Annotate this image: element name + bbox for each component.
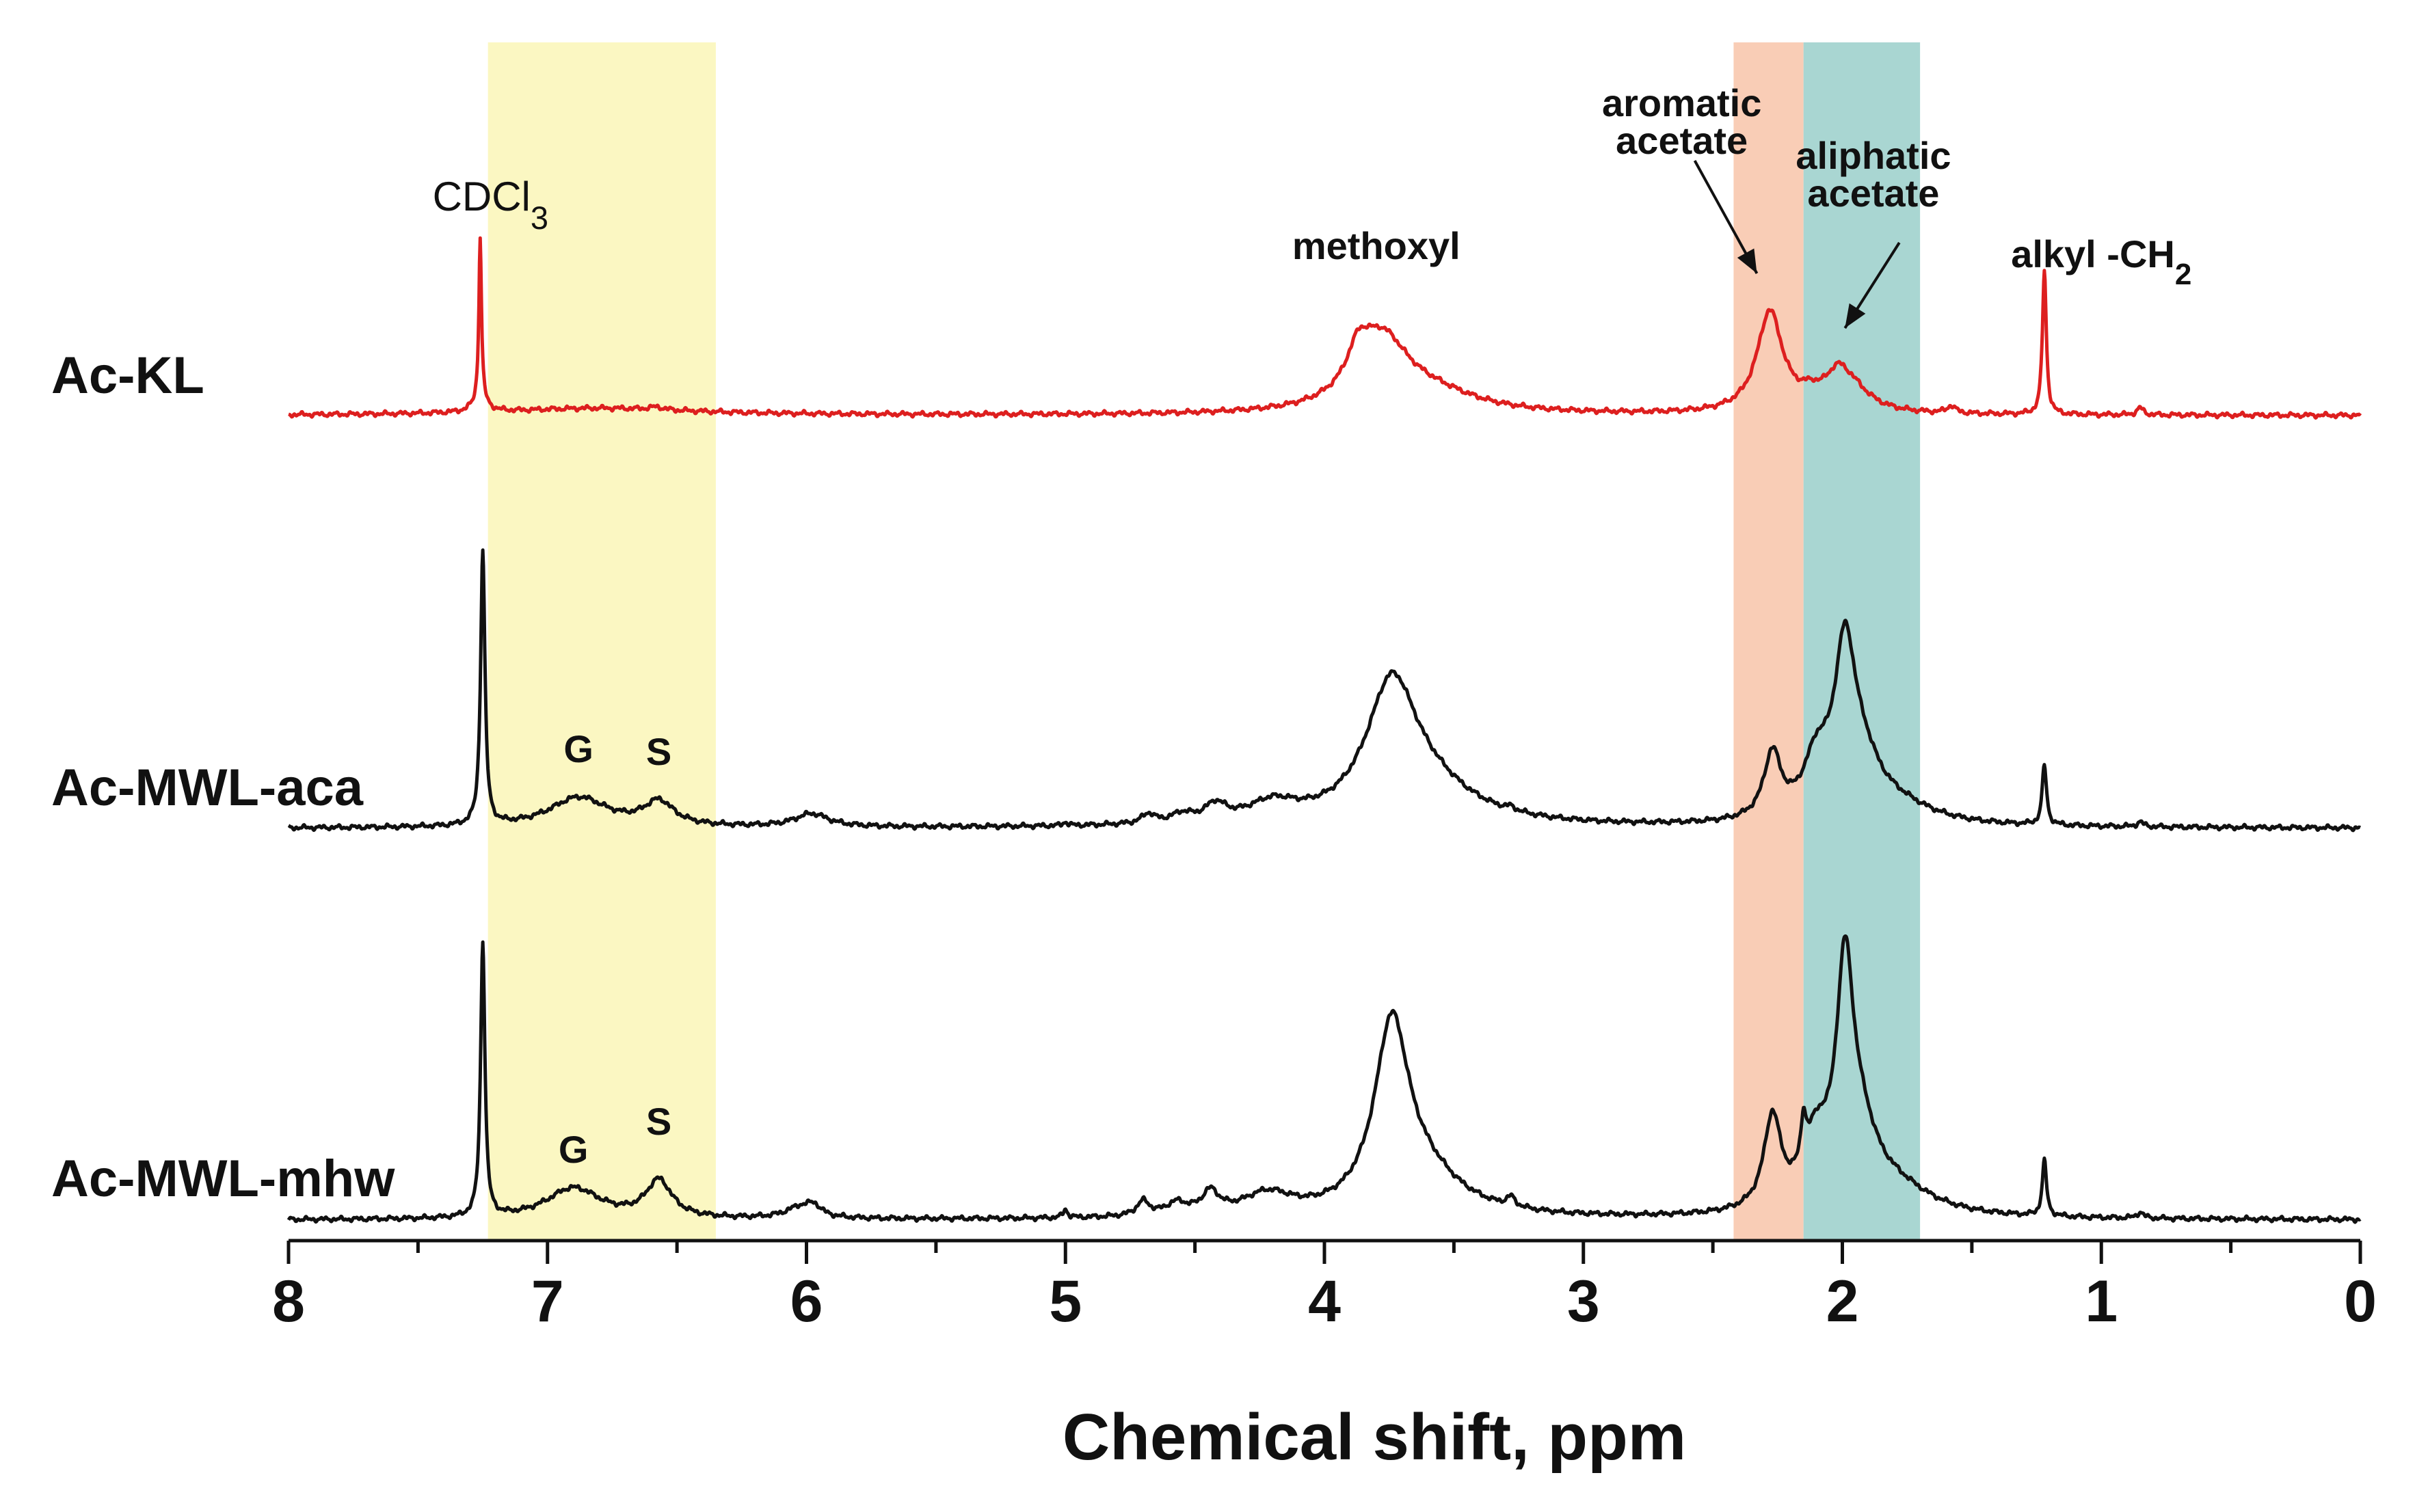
trace-ac-kl bbox=[287, 236, 2362, 420]
annotation-s-aca: S bbox=[646, 730, 671, 773]
series-label: Ac-KL bbox=[51, 347, 204, 405]
annotation-s-mhw: S bbox=[646, 1100, 671, 1143]
series-label: Ac-MWL-mhw bbox=[51, 1150, 395, 1208]
series-label: Ac-MWL-aca bbox=[51, 759, 364, 817]
x-tick-label: 6 bbox=[790, 1269, 823, 1334]
annotation-g-aca: G bbox=[563, 727, 593, 770]
spectra-traces bbox=[286, 236, 2362, 1224]
aromatic-region bbox=[488, 42, 716, 1241]
trace-ac-mwl-mhw bbox=[286, 934, 2362, 1224]
x-tick-label: 4 bbox=[1308, 1269, 1341, 1334]
series-labels: Ac-KL Ac-MWL-aca Ac-MWL-mhw bbox=[51, 347, 395, 1208]
arrow-aromatic-acetate bbox=[1693, 160, 1759, 274]
x-tick-label: 5 bbox=[1049, 1269, 1082, 1334]
arrow-aliphatic-acetate bbox=[1843, 241, 1901, 329]
x-tick-label: 2 bbox=[1826, 1269, 1859, 1334]
x-axis-title: Chemical shift, ppm bbox=[1063, 1401, 1686, 1474]
aromatic-acetate-region bbox=[1733, 42, 1804, 1241]
annotation-methoxyl: methoxyl bbox=[1292, 224, 1460, 267]
x-tick-label: 3 bbox=[1567, 1269, 1600, 1334]
annotation-aliphatic-acetate-1: aliphatic bbox=[1796, 134, 1951, 177]
aliphatic-acetate-region bbox=[1803, 42, 1921, 1241]
x-tick-label: 1 bbox=[2085, 1269, 2118, 1334]
x-tick-label: 7 bbox=[531, 1269, 564, 1334]
x-tick-label: 8 bbox=[272, 1269, 305, 1334]
x-axis: 8 7 6 5 4 3 2 1 0 bbox=[272, 1239, 2377, 1334]
highlight-regions bbox=[488, 42, 1921, 1241]
annotation-aromatic-acetate-2: acetate bbox=[1616, 119, 1748, 162]
trace-ac-mwl-aca bbox=[287, 548, 2362, 833]
annotation-g-mhw: G bbox=[559, 1128, 589, 1171]
annotation-aliphatic-acetate-2: acetate bbox=[1807, 172, 1939, 215]
x-tick-label: 0 bbox=[2344, 1269, 2377, 1334]
annotation-aromatic-acetate-1: aromatic bbox=[1602, 81, 1761, 124]
annotation-alkyl-ch2: alkyl -CH2 bbox=[2011, 232, 2191, 291]
